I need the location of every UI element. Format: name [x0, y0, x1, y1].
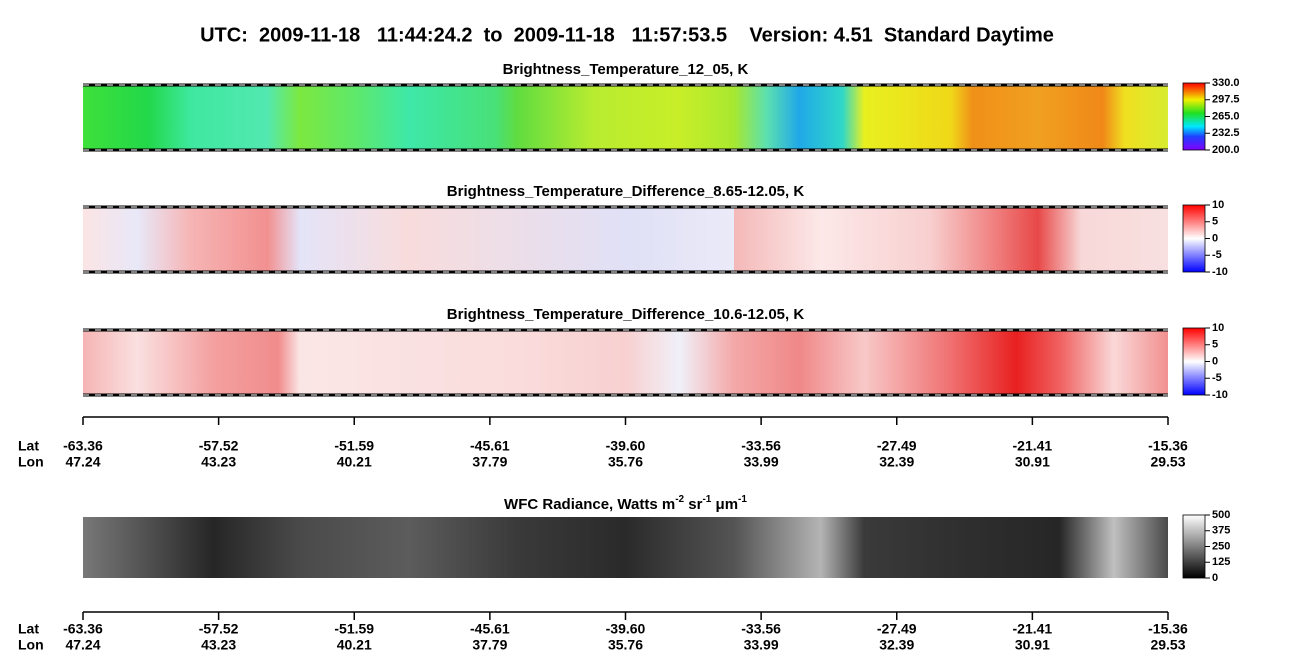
panel-title: WFC Radiance, Watts m-2 sr-1 μm-1: [504, 494, 747, 513]
title-part: μm: [711, 496, 738, 513]
lat-label: -15.36: [1148, 621, 1188, 637]
colorbar-label: 5: [1212, 216, 1218, 228]
panel-title: Brightness_Temperature_12_05, K: [503, 61, 749, 78]
lon-label: 30.91: [1015, 454, 1050, 470]
colorbar-label: 0: [1212, 355, 1218, 367]
colorbar-label: 5: [1212, 339, 1218, 351]
lat-label: -51.59: [334, 438, 374, 454]
panel-title: Brightness_Temperature_Difference_8.65-1…: [447, 183, 805, 200]
colorbar: [1182, 514, 1206, 579]
lat-label: -27.49: [877, 438, 917, 454]
lat-label: -63.36: [63, 621, 103, 637]
colorbar-label: 500: [1212, 509, 1230, 521]
colorbar-label: -10: [1212, 266, 1228, 278]
lat-label: -21.41: [1013, 438, 1053, 454]
panel-title: Brightness_Temperature_Difference_10.6-1…: [447, 306, 805, 323]
colorbar: [1182, 204, 1206, 273]
lon-label: 32.39: [879, 637, 914, 653]
lat-label: -33.56: [741, 621, 781, 637]
title-part: sr: [684, 496, 703, 513]
lon-label: 33.99: [744, 454, 779, 470]
colorbar-label: 265.0: [1212, 110, 1240, 122]
colorbar-label: 10: [1212, 199, 1224, 211]
lon-label: 37.79: [472, 637, 507, 653]
lat-label: -45.61: [470, 621, 510, 637]
page-title: UTC: 2009-11-18 11:44:24.2 to 2009-11-18…: [200, 24, 1054, 46]
colorbar-label: 0: [1212, 232, 1218, 244]
colorbar-label: 200.0: [1212, 144, 1240, 156]
lon-label: 35.76: [608, 454, 643, 470]
lon-label: 35.76: [608, 637, 643, 653]
colorbar-label: 0: [1212, 572, 1218, 584]
colorbar-label: 330.0: [1212, 77, 1240, 89]
image-strip: [83, 207, 1168, 272]
lat-name: Lat: [18, 438, 39, 454]
colorbar-label: -5: [1212, 249, 1222, 261]
lon-label: 37.79: [472, 454, 507, 470]
colorbar-label: 232.5: [1212, 127, 1240, 139]
lon-label: 47.24: [65, 637, 100, 653]
lat-label: -15.36: [1148, 438, 1188, 454]
colorbar-label: 297.5: [1212, 94, 1240, 106]
lat-label: -57.52: [199, 621, 239, 637]
lon-label: 29.53: [1150, 454, 1185, 470]
title-part: WFC Radiance, Watts m: [504, 496, 675, 513]
title-part: -1: [702, 494, 711, 505]
colorbar: [1182, 82, 1206, 151]
lat-label: -39.60: [606, 438, 646, 454]
lat-label: -21.41: [1013, 621, 1053, 637]
lon-label: 32.39: [879, 454, 914, 470]
title-part: -1: [738, 494, 747, 505]
image-strip: [83, 330, 1168, 395]
lon-label: 40.21: [337, 637, 372, 653]
colorbar-label: -5: [1212, 372, 1222, 384]
colorbar-label: -10: [1212, 389, 1228, 401]
colorbar-label: 10: [1212, 322, 1224, 334]
colorbar-label: 375: [1212, 525, 1230, 537]
image-strip: [83, 85, 1168, 150]
lon-label: 30.91: [1015, 637, 1050, 653]
lon-label: 33.99: [744, 637, 779, 653]
lon-name: Lon: [18, 637, 44, 653]
lon-label: 43.23: [201, 454, 236, 470]
lat-label: -51.59: [334, 621, 374, 637]
lat-label: -33.56: [741, 438, 781, 454]
lon-label: 47.24: [65, 454, 100, 470]
image-strip: [83, 517, 1168, 578]
lat-name: Lat: [18, 621, 39, 637]
lat-label: -45.61: [470, 438, 510, 454]
lon-name: Lon: [18, 454, 44, 470]
lon-label: 29.53: [1150, 637, 1185, 653]
lat-label: -27.49: [877, 621, 917, 637]
lat-label: -63.36: [63, 438, 103, 454]
lat-label: -39.60: [606, 621, 646, 637]
lon-label: 43.23: [201, 637, 236, 653]
colorbar: [1182, 327, 1206, 396]
colorbar-label: 250: [1212, 540, 1230, 552]
lon-label: 40.21: [337, 454, 372, 470]
colorbar-label: 125: [1212, 556, 1230, 568]
lat-label: -57.52: [199, 438, 239, 454]
title-part: -2: [675, 494, 684, 505]
